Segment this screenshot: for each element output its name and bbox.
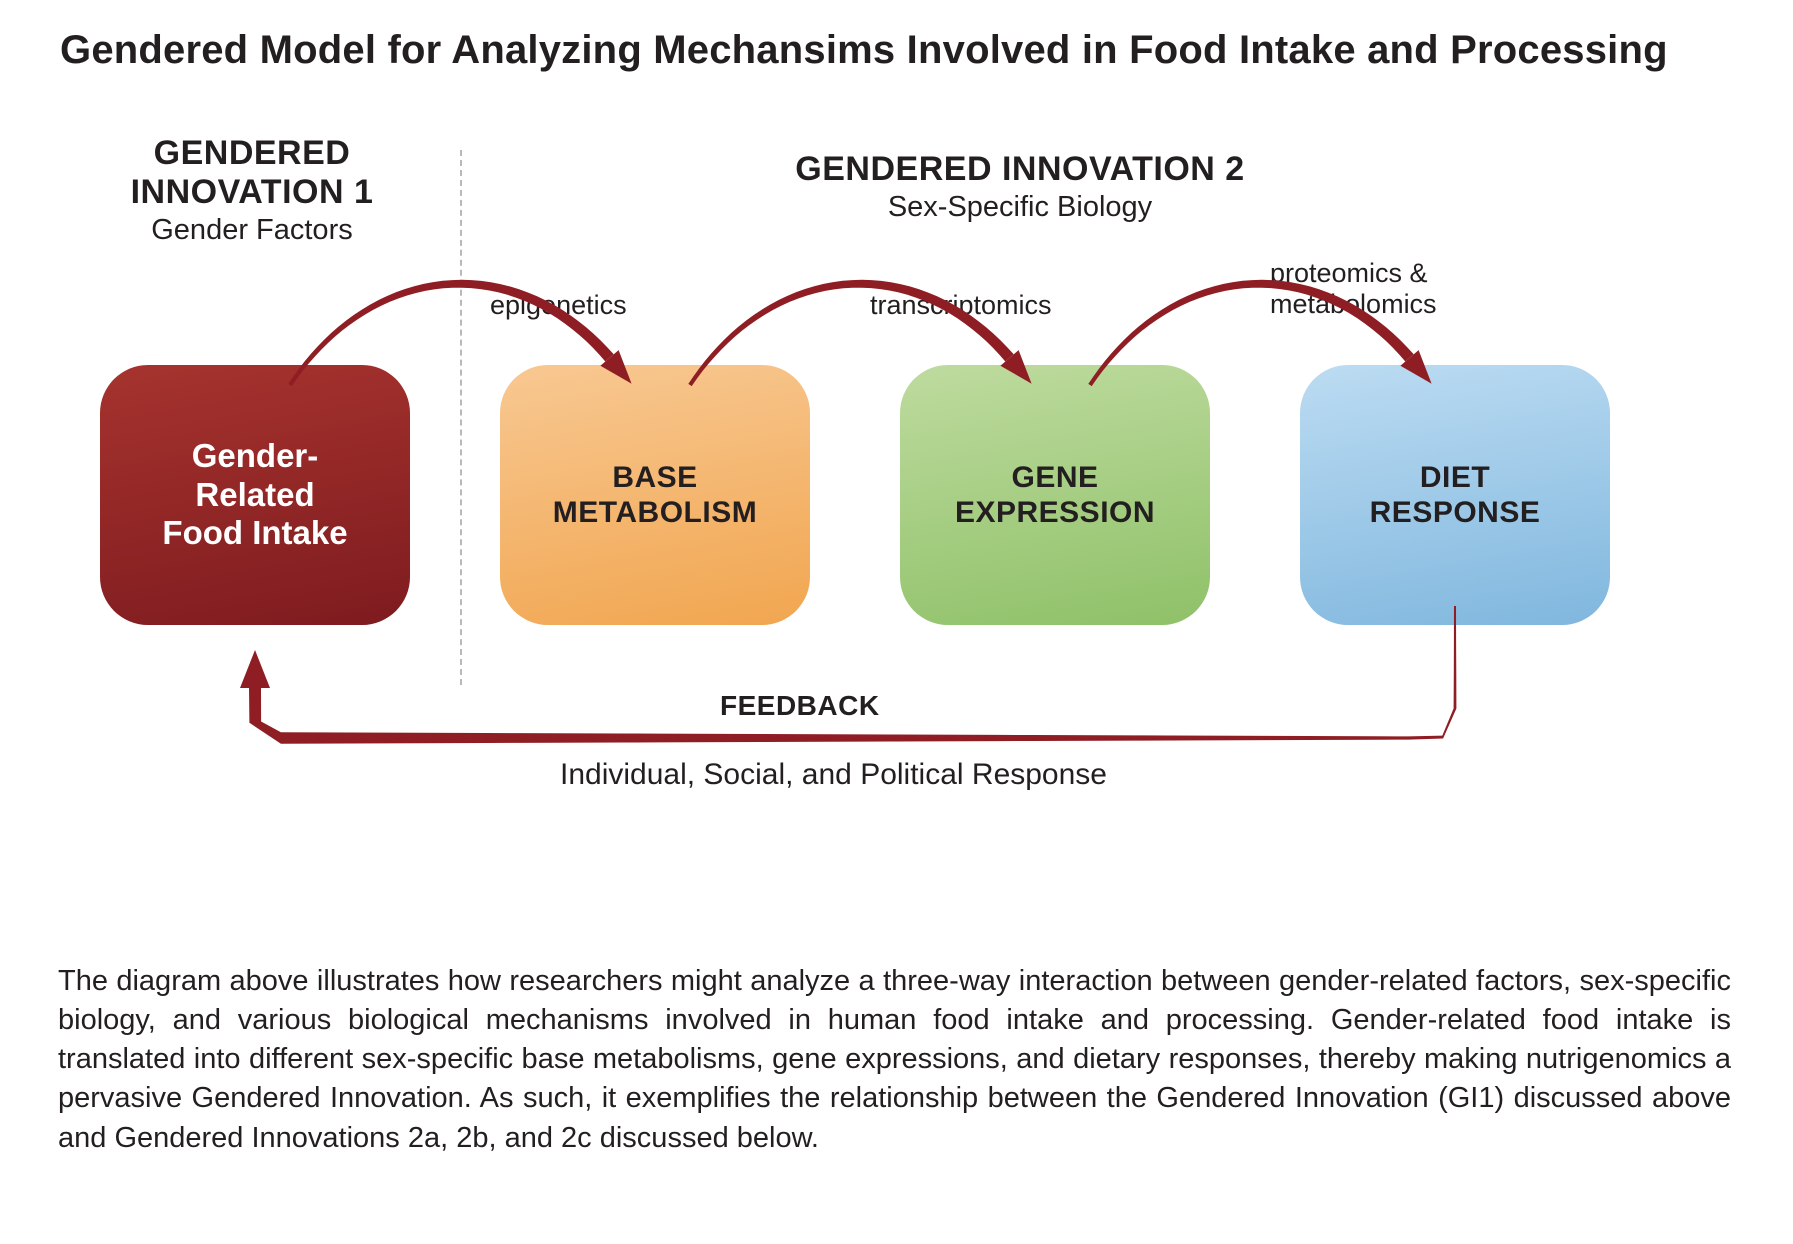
feedback-label: FEEDBACK	[720, 690, 880, 722]
diagram-area: GENDERED INNOVATION 1 Gender Factors GEN…	[60, 130, 1733, 850]
node-label: DIETRESPONSE	[1370, 460, 1541, 531]
node-label: Gender-RelatedFood Intake	[162, 437, 347, 554]
arrow-body	[249, 606, 1456, 744]
section-divider	[460, 150, 462, 685]
figure-title: Gendered Model for Analyzing Mechansims …	[60, 28, 1733, 73]
node-intake: Gender-RelatedFood Intake	[100, 365, 410, 625]
section-heading-left-sub: Gender Factors	[92, 214, 412, 247]
arrow-head	[240, 650, 270, 688]
section-heading-right: GENDERED INNOVATION 2 Sex-Specific Biolo…	[640, 150, 1400, 224]
section-heading-right-title: GENDERED INNOVATION 2	[640, 150, 1400, 189]
figure-caption: The diagram above illustrates how resear…	[58, 962, 1731, 1158]
section-heading-left-title: GENDERED INNOVATION 1	[92, 134, 412, 212]
section-heading-left: GENDERED INNOVATION 1 Gender Factors	[92, 134, 412, 248]
figure-canvas: Gendered Model for Analyzing Mechansims …	[0, 0, 1793, 1244]
edge-label: transcriptomics	[870, 290, 1052, 321]
node-metabolism: BASEMETABOLISM	[500, 365, 810, 625]
feedback-sublabel: Individual, Social, and Political Respon…	[560, 758, 1107, 792]
node-gene: GENEEXPRESSION	[900, 365, 1210, 625]
edge-label: epigenetics	[490, 290, 627, 321]
edge-label: proteomics &metabolomics	[1270, 258, 1437, 320]
node-label: GENEEXPRESSION	[955, 460, 1155, 531]
section-heading-right-sub: Sex-Specific Biology	[640, 191, 1400, 224]
node-diet: DIETRESPONSE	[1300, 365, 1610, 625]
node-label: BASEMETABOLISM	[553, 460, 757, 531]
